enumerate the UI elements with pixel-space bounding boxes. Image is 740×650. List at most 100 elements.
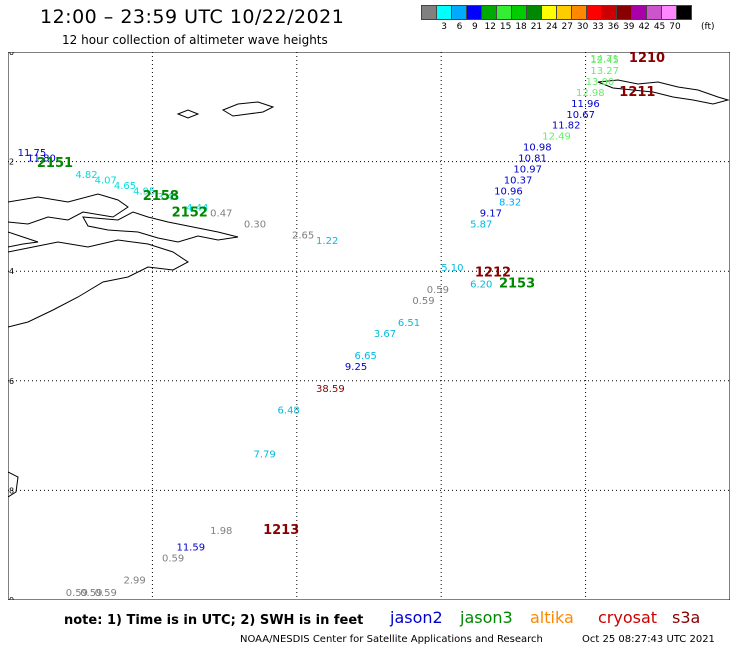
wave-height-point: 3.45	[157, 192, 179, 203]
color-scale-labels: 3 6 9 12 15 18 21 24 27 30 33 36 39 42 45 70	[421, 22, 683, 32]
map-frame	[8, 52, 730, 600]
wave-height-point: 3.67	[374, 329, 396, 340]
scale-swatch	[601, 5, 617, 20]
latitude-labels: -60 -62 -64 -66 -68 -70	[8, 52, 14, 600]
credit-text: NOAA/NESDIS Center for Satellite Applica…	[240, 634, 543, 645]
track-id-label: 2158	[143, 189, 179, 204]
lat-label: -70	[8, 596, 14, 600]
wave-height-point: 6.51	[398, 318, 420, 329]
wave-height-point: 14.71	[590, 54, 619, 65]
map-title: 12:00 – 23:59 UTC 10/22/2021	[40, 6, 345, 28]
color-scale	[421, 5, 692, 20]
wave-height-point: 0.47	[210, 208, 232, 219]
wave-height-point: 12.45	[590, 55, 619, 66]
wave-height-point: 6.20	[470, 280, 492, 291]
scale-label: 18	[515, 22, 527, 32]
color-scale-unit: (ft)	[701, 22, 715, 32]
track-id-label: 2153	[499, 277, 535, 292]
scale-swatch	[556, 5, 572, 20]
map-grid	[8, 52, 730, 600]
wave-height-point: 0.59	[162, 554, 184, 565]
wave-height-point: 10.97	[513, 165, 542, 176]
scale-label: 27	[561, 22, 573, 32]
wave-height-point: 11.80	[27, 154, 56, 165]
wave-height-point: 9.25	[345, 362, 367, 373]
legend-item-altika: altika	[530, 608, 574, 627]
scale-swatch	[451, 5, 467, 20]
track-id-label: 2152	[172, 205, 208, 220]
note-text: note: 1) Time is in UTC; 2) SWH is in fe…	[64, 613, 364, 628]
lat-label: -64	[8, 267, 14, 276]
scale-label: 21	[530, 22, 543, 32]
scale-swatch	[676, 5, 692, 20]
scale-swatch	[661, 5, 677, 20]
data-points-layer: 14.7112.4513.2713.0012.9811.9610.6711.82…	[18, 54, 619, 599]
scale-label: 12	[484, 22, 496, 32]
track-id-label: 1212	[475, 266, 511, 281]
wave-height-point: 0.59	[427, 285, 449, 296]
wave-height-point: 5.10	[441, 263, 463, 274]
scale-swatch	[421, 5, 437, 20]
track-id-label: 1211	[619, 85, 655, 100]
scale-swatch	[541, 5, 557, 20]
wave-height-point: 12.98	[576, 88, 605, 99]
wave-height-point: 2.99	[124, 576, 146, 587]
wave-height-point: 10.37	[504, 176, 533, 187]
wave-height-point: 4.65	[114, 181, 136, 192]
wave-height-point: 4.44	[186, 203, 208, 214]
wave-height-point: 8.32	[499, 197, 521, 208]
scale-label: 30	[576, 22, 589, 32]
lat-label: -62	[8, 158, 14, 167]
wave-height-point: 0.59	[80, 588, 102, 599]
scale-label: 6	[456, 22, 463, 32]
scale-swatch	[466, 5, 482, 20]
wave-height-point: 9.17	[480, 208, 502, 219]
wave-height-point: 5.87	[470, 219, 492, 230]
map-subtitle: 12 hour collection of altimeter wave hei…	[62, 33, 328, 47]
timestamp-text: Oct 25 08:27:43 UTC 2021	[582, 634, 715, 645]
scale-label: 70	[669, 22, 681, 32]
track-id-label: 1213	[263, 523, 299, 538]
track-id-label: 2151	[37, 156, 73, 171]
wave-height-point: 10.96	[494, 186, 523, 197]
scale-label: 45	[653, 22, 666, 32]
legend-item-jason3: jason3	[460, 608, 513, 627]
wave-height-point: 1.22	[316, 236, 338, 247]
lat-label: -66	[8, 377, 14, 386]
lat-label: -68	[8, 486, 14, 495]
wave-height-point: 11.75	[18, 148, 47, 159]
legend-item-cryosat: cryosat	[598, 608, 658, 627]
scale-swatch	[631, 5, 647, 20]
wave-height-map: 14.7112.4513.2713.0012.9811.9610.6711.82…	[8, 52, 730, 600]
scale-swatch	[526, 5, 542, 20]
wave-height-point: 7.79	[253, 450, 275, 461]
scale-label: 3	[441, 22, 447, 32]
legend-item-jason2: jason2	[390, 608, 443, 627]
wave-height-point: 13.00	[586, 77, 615, 88]
wave-height-point: 0.59	[95, 588, 117, 599]
lat-label: -60	[8, 52, 14, 57]
scale-label: 24	[546, 22, 558, 32]
scale-swatch	[616, 5, 632, 20]
scale-label: 15	[499, 22, 512, 32]
scale-label: 33	[592, 22, 604, 32]
wave-height-point: 4.82	[75, 170, 97, 181]
scale-swatch	[481, 5, 497, 20]
wave-height-point: 4.07	[95, 176, 117, 187]
wave-height-point: 10.81	[518, 154, 547, 165]
wave-height-point: 0.59	[66, 588, 88, 599]
wave-height-point: 38.59	[316, 384, 345, 395]
coastline	[8, 79, 730, 498]
scale-label	[421, 22, 436, 32]
track-id-label: 1210	[629, 52, 665, 66]
scale-swatch	[586, 5, 602, 20]
scale-label: 9	[472, 22, 478, 32]
wave-height-point: 0.30	[244, 219, 266, 230]
wave-height-point: 11.82	[552, 121, 581, 132]
scale-swatch	[511, 5, 527, 20]
wave-height-point: 1.98	[210, 526, 232, 537]
legend-item-s3a: s3a	[672, 608, 701, 627]
scale-label: 42	[638, 22, 650, 32]
wave-height-point: 10.98	[523, 143, 552, 154]
